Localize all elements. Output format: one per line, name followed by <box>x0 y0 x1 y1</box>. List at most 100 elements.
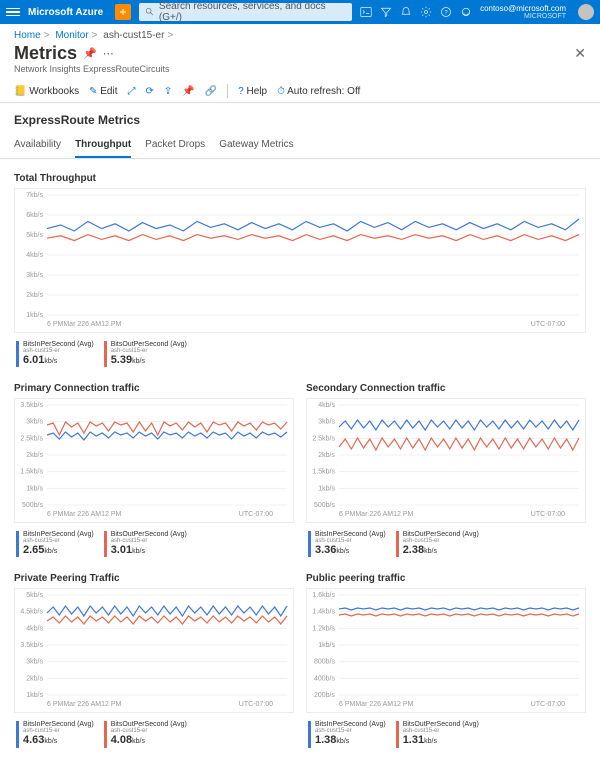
svg-text:2.5kb/s: 2.5kb/s <box>20 436 43 443</box>
chart-private[interactable]: 5kb/s4.5kb/s4kb/s3.5kb/s3kb/s2kb/s1kb/s6… <box>14 588 294 713</box>
breadcrumb-current[interactable]: ash-cust15-er <box>103 30 164 41</box>
svg-text:6kb/s: 6kb/s <box>26 212 43 219</box>
cloudshell-icon[interactable] <box>360 6 372 18</box>
open-icon[interactable]: ⤢ <box>127 86 135 97</box>
toolbar-separator <box>227 84 228 98</box>
user-avatar[interactable] <box>578 4 594 20</box>
chart-title-public: Public peering traffic <box>306 573 586 584</box>
workbooks-button[interactable]: 📒 Workbooks <box>14 86 79 97</box>
chart-secondary[interactable]: 4kb/s3kb/s2.5kb/s2kb/s1.5kb/s1kb/s500b/s… <box>306 398 586 523</box>
legend-item-in[interactable]: BitsInPerSecond (Avg) ash-cust15-er 1.38… <box>308 721 386 747</box>
link-icon[interactable]: 🔗 <box>205 86 217 97</box>
tab-gateway-metrics[interactable]: Gateway Metrics <box>219 133 293 158</box>
chart-title-private: Private Peering Traffic <box>14 573 294 584</box>
chart-title-secondary: Secondary Connection traffic <box>306 383 586 394</box>
svg-text:1kb/s: 1kb/s <box>26 312 43 319</box>
feedback-icon[interactable] <box>460 6 472 18</box>
search-icon <box>145 7 155 17</box>
global-search[interactable]: Search resources, services, and docs (G+… <box>139 3 352 21</box>
legend-item-out[interactable]: BitsOutPerSecond (Avg) ash-cust15-er 5.3… <box>104 341 187 367</box>
svg-text:1.6kb/s: 1.6kb/s <box>312 592 335 599</box>
filter-icon[interactable] <box>380 6 392 18</box>
svg-text:4kb/s: 4kb/s <box>26 626 43 633</box>
svg-text:2kb/s: 2kb/s <box>318 452 335 459</box>
search-placeholder: Search resources, services, and docs (G+… <box>159 1 346 23</box>
svg-text:2kb/s: 2kb/s <box>26 452 43 459</box>
legend-item-in[interactable]: BitsInPerSecond (Avg) ash-cust15-er 6.01… <box>16 341 94 367</box>
user-info[interactable]: contoso@microsoft.com MICROSOFT <box>480 5 566 20</box>
charts-content: Total Throughput 7kb/s 6kb/s 5kb/s 4kb/s 3kb… <box>0 159 600 766</box>
share-icon[interactable]: ⇪ <box>164 86 172 97</box>
svg-text:3kb/s: 3kb/s <box>26 419 43 426</box>
legend-item-in[interactable]: BitsInPerSecond (Avg) ash-cust15-er 4.63… <box>16 721 94 747</box>
preview-badge-icon[interactable] <box>115 4 131 20</box>
svg-text:2kb/s: 2kb/s <box>26 676 43 683</box>
legend-item-in[interactable]: BitsInPerSecond (Avg) ash-cust15-er 3.36… <box>308 531 386 557</box>
refresh-icon[interactable]: ⟳ <box>145 86 153 97</box>
svg-text:2.5kb/s: 2.5kb/s <box>312 436 335 443</box>
chart-primary[interactable]: 3.5kb/s 3kb/s 2.5kb/s 2kb/s 1.5kb/s 1kb/s 500b… <box>14 398 294 523</box>
svg-text:1.4kb/s: 1.4kb/s <box>312 609 335 616</box>
svg-text:500b/s: 500b/s <box>314 502 336 509</box>
chart-title-total: Total Throughput <box>14 173 586 184</box>
svg-text:200b/s: 200b/s <box>314 692 336 699</box>
svg-text:5kb/s: 5kb/s <box>26 592 43 599</box>
svg-text:3.5kb/s: 3.5kb/s <box>20 642 43 649</box>
svg-text:1kb/s: 1kb/s <box>26 486 43 493</box>
edit-button[interactable]: ✎ Edit <box>89 86 117 97</box>
close-icon[interactable]: ✕ <box>574 45 586 62</box>
notifications-icon[interactable] <box>400 6 412 18</box>
more-icon[interactable]: ⋯ <box>103 47 114 60</box>
legend-item-in[interactable]: BitsInPerSecond (Avg) ash-cust15-er 2.65… <box>16 531 94 557</box>
svg-text:3.5kb/s: 3.5kb/s <box>20 402 43 409</box>
svg-text:500b/s: 500b/s <box>22 502 44 509</box>
svg-text:4.5kb/s: 4.5kb/s <box>20 609 43 616</box>
user-org: MICROSOFT <box>524 13 566 20</box>
legend-item-out[interactable]: BitsOutPerSecond (Avg) ash-cust15-er 4.0… <box>104 721 187 747</box>
user-email: contoso@microsoft.com <box>480 5 566 13</box>
legend-primary: BitsInPerSecond (Avg) ash-cust15-er 2.65… <box>14 527 294 567</box>
page-titlebar: Metrics 📌 ⋯ ✕ <box>0 43 600 64</box>
svg-text:1.5kb/s: 1.5kb/s <box>20 469 43 476</box>
page-subtitle: Network Insights ExpressRouteCircuits <box>0 64 600 80</box>
svg-text:?: ? <box>444 10 448 16</box>
chart-total[interactable]: 7kb/s6kb/s5kb/s4kb/s3kb/s2kb/s1kb/s6 PMM… <box>14 188 586 333</box>
workbook-toolbar: 📒 Workbooks ✎ Edit ⤢ ⟳ ⇪ 📌 🔗 ? Help ⏱ Au… <box>0 80 600 103</box>
svg-text:4kb/s: 4kb/s <box>26 252 43 259</box>
autorefresh-button[interactable]: ⏱ Auto refresh: Off <box>277 86 360 97</box>
svg-text:1kb/s: 1kb/s <box>318 642 335 649</box>
tab-availability[interactable]: Availability <box>14 133 61 158</box>
svg-text:7kb/s: 7kb/s <box>26 192 43 199</box>
svg-text:1.2kb/s: 1.2kb/s <box>312 626 335 633</box>
chart-title-primary: Primary Connection traffic <box>14 383 294 394</box>
svg-text:1kb/s: 1kb/s <box>26 692 43 699</box>
chart-public[interactable]: 1.6kb/s1.4kb/s1.2kb/s1kb/s800b/s400b/s20… <box>306 588 586 713</box>
settings-icon[interactable] <box>420 6 432 18</box>
metrics-tabs: Availability Throughput Packet Drops Gat… <box>0 133 600 159</box>
tab-packet-drops[interactable]: Packet Drops <box>145 133 205 158</box>
legend-item-out[interactable]: BitsOutPerSecond (Avg) ash-cust15-er 1.3… <box>396 721 479 747</box>
legend-item-out[interactable]: BitsOutPerSecond (Avg) ash-cust15-er 3.0… <box>104 531 187 557</box>
svg-text:1kb/s: 1kb/s <box>318 486 335 493</box>
help-icon[interactable]: ? <box>440 6 452 18</box>
legend-item-out[interactable]: BitsOutPerSecond (Avg) ash-cust15-er 2.3… <box>396 531 479 557</box>
topbar-right: ? contoso@microsoft.com MICROSOFT <box>360 4 594 20</box>
legend-total: BitsInPerSecond (Avg) ash-cust15-er 6.01… <box>14 337 586 377</box>
pin-toolbar-icon[interactable]: 📌 <box>182 86 194 97</box>
page-title: Metrics <box>14 43 77 64</box>
breadcrumb-monitor[interactable]: Monitor <box>55 30 88 41</box>
section-title: ExpressRoute Metrics <box>0 103 600 133</box>
pin-icon[interactable]: 📌 <box>83 47 97 60</box>
azure-topbar: Microsoft Azure Search resources, servic… <box>0 0 600 24</box>
legend-public: BitsInPerSecond (Avg) ash-cust15-er 1.38… <box>306 717 586 757</box>
breadcrumb-home[interactable]: Home <box>14 30 41 41</box>
svg-text:400b/s: 400b/s <box>314 676 336 683</box>
svg-text:1.5kb/s: 1.5kb/s <box>312 469 335 476</box>
tab-throughput[interactable]: Throughput <box>75 133 131 158</box>
help-button[interactable]: ? Help <box>238 86 267 97</box>
svg-text:4kb/s: 4kb/s <box>318 402 335 409</box>
svg-text:2kb/s: 2kb/s <box>26 292 43 299</box>
svg-text:3kb/s: 3kb/s <box>26 272 43 279</box>
svg-text:5kb/s: 5kb/s <box>26 232 43 239</box>
menu-icon[interactable] <box>6 8 20 17</box>
